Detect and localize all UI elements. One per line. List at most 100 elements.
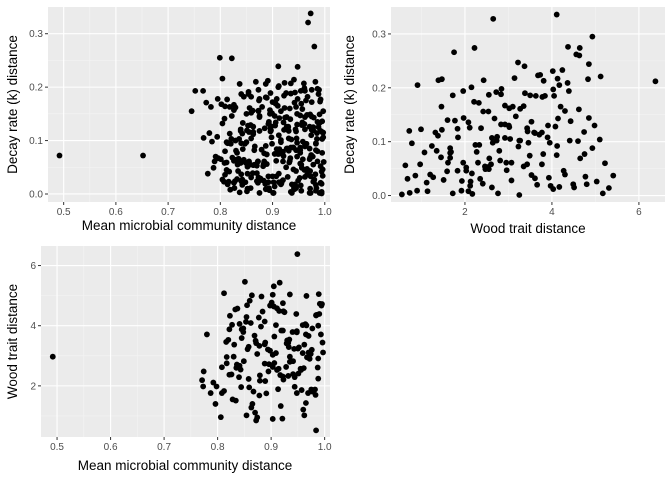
data-point (227, 312, 233, 319)
data-point (308, 86, 315, 93)
data-point (296, 175, 303, 181)
data-point (303, 293, 310, 299)
data-point (271, 113, 278, 119)
data-point (315, 291, 322, 298)
data-point (444, 168, 451, 175)
minor-grid (391, 7, 665, 202)
data-point (222, 148, 228, 155)
data-point (280, 148, 286, 155)
data-point (549, 68, 556, 75)
data-point (236, 189, 243, 196)
data-point (294, 139, 300, 146)
y-axis-title: Wood trait distance (5, 284, 20, 399)
data-point (294, 110, 300, 117)
data-point (301, 412, 308, 419)
data-point (577, 155, 584, 162)
data-point (256, 113, 263, 119)
data-point (299, 156, 306, 163)
data-point (511, 75, 518, 82)
data-point (250, 131, 257, 138)
data-point (317, 163, 324, 170)
data-point (232, 397, 239, 404)
data-point (218, 101, 225, 108)
data-point (550, 86, 557, 93)
data-point (476, 142, 483, 148)
data-point (319, 136, 326, 142)
data-point (475, 99, 482, 106)
data-point (315, 355, 322, 362)
data-point (251, 143, 258, 150)
x-axis-ticks: 0.5 0.6 0.7 0.8 0.9 1.0 (50, 437, 332, 453)
data-point (423, 179, 430, 186)
data-point (243, 412, 250, 419)
data-point (520, 163, 527, 170)
data-point (496, 147, 503, 154)
data-point (226, 130, 233, 137)
data-point (313, 312, 319, 319)
data-point (208, 104, 214, 110)
data-point (527, 92, 534, 99)
data-point (239, 146, 246, 153)
data-point (438, 103, 445, 110)
data-point (219, 75, 226, 82)
data-point (310, 124, 317, 131)
data-point (489, 134, 495, 141)
data-point (452, 117, 458, 124)
data-point (256, 392, 263, 399)
data-point (559, 67, 566, 73)
data-point (575, 138, 581, 145)
data-point (255, 107, 262, 114)
data-point (293, 185, 299, 192)
data-point (493, 89, 500, 96)
data-point (270, 283, 277, 290)
data-point (302, 321, 309, 328)
data-point (258, 293, 265, 300)
data-point (267, 110, 273, 117)
data-point (311, 176, 318, 183)
data-point (290, 166, 297, 173)
data-point (575, 106, 582, 113)
data-point (307, 185, 314, 192)
data-point (280, 327, 286, 334)
data-point (455, 134, 461, 141)
data-point (224, 96, 231, 103)
data-point (302, 126, 308, 133)
data-point (550, 186, 557, 192)
data-point (315, 322, 322, 329)
data-point (254, 351, 261, 357)
data-point (217, 414, 224, 421)
data-point (497, 157, 504, 164)
data-point (260, 161, 267, 167)
data-point (552, 123, 559, 130)
data-point (298, 387, 305, 393)
data-point (545, 174, 552, 181)
data-point (482, 163, 488, 170)
data-point (309, 153, 316, 160)
data-point (229, 154, 236, 161)
data-point (532, 175, 538, 182)
data-point (306, 355, 313, 362)
data-point (200, 87, 207, 94)
data-point (281, 126, 287, 133)
x-tick-label: 0.8 (211, 442, 225, 453)
data-point (318, 180, 325, 187)
data-point (226, 104, 233, 110)
data-point (275, 179, 282, 186)
data-point (467, 178, 474, 185)
data-point (449, 190, 456, 197)
data-point (274, 305, 280, 312)
data-point (277, 372, 284, 378)
data-point (520, 103, 527, 110)
data-point (255, 86, 262, 93)
data-point (245, 376, 252, 382)
data-point (414, 82, 421, 89)
y-tick-label: 6 (30, 261, 36, 272)
data-point (532, 92, 539, 99)
data-point (560, 167, 567, 174)
data-point (489, 184, 495, 191)
data-point (262, 143, 269, 149)
data-point (447, 150, 454, 156)
data-point (254, 414, 261, 421)
x-tick-label: 6 (636, 207, 642, 218)
data-point (562, 108, 568, 114)
